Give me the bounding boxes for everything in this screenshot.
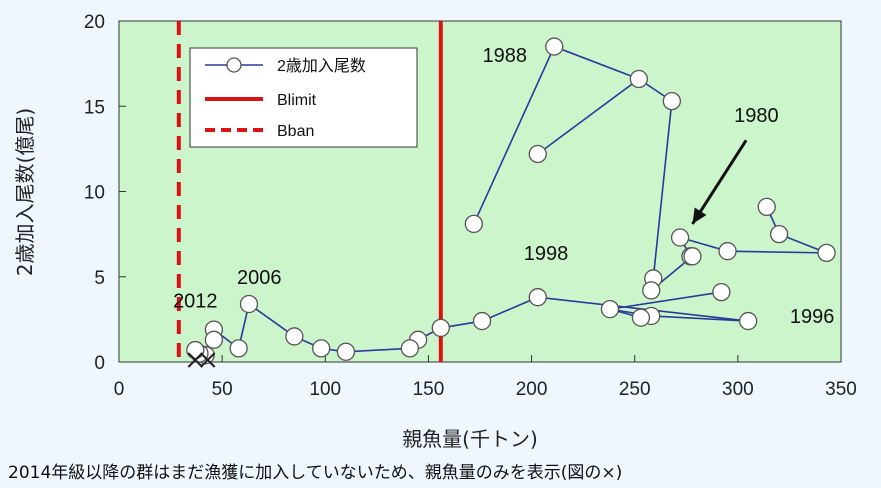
footnote: 2014年級以降の群はまだ漁獲に加入していないため、親魚量のみを表示(図の×) [8, 463, 623, 483]
data-point [431, 318, 450, 338]
data-point [336, 342, 356, 361]
data-point [229, 339, 248, 358]
data-point [739, 311, 758, 331]
x-axis: 0 50 100 150 200 250 300 350 [114, 355, 857, 400]
year-label: 1988 [483, 45, 528, 67]
data-point [629, 69, 648, 89]
y-tick-label: 10 [84, 183, 105, 204]
data-point [400, 339, 420, 358]
year-label: 1996 [790, 306, 835, 328]
data-point [545, 37, 564, 56]
year-label: 2012 [173, 291, 218, 313]
arrow-shaft [691, 139, 748, 225]
legend: 2歳加入尾数 Blimit Bban [189, 47, 418, 148]
year-label: 2006 [237, 267, 282, 289]
data-point [683, 247, 702, 266]
data-point [712, 282, 731, 302]
series-line [609, 291, 749, 322]
data-point [472, 311, 492, 331]
data-point [769, 224, 789, 244]
data-point [670, 228, 690, 247]
y-tick-label: 0 [94, 353, 105, 374]
x-tick-label: 350 [825, 379, 857, 400]
year-label: 1980 [734, 105, 779, 127]
x-mark [187, 352, 204, 368]
x-tick-label: 300 [722, 379, 754, 400]
series-line [537, 78, 640, 155]
legend-marker [226, 57, 242, 73]
reference-lines [176, 21, 443, 362]
annotation-arrow [691, 139, 748, 225]
x-tick-label: 250 [619, 379, 651, 400]
data-point [285, 327, 304, 346]
arrow-head [692, 207, 707, 224]
x-tick-label: 150 [413, 379, 445, 400]
data-point [464, 214, 483, 234]
data-point [642, 281, 661, 300]
y-axis-label: 2歳加入尾数(億尾) [13, 108, 37, 276]
series-points [186, 37, 836, 365]
x-marks [187, 352, 216, 368]
y-tick-label: 5 [94, 268, 105, 289]
data-point [757, 197, 776, 216]
legend-label: 2歳加入尾数 [277, 57, 366, 75]
x-mark [199, 352, 216, 368]
y-axis: 0 5 10 15 20 [84, 12, 126, 374]
y-tick-label: 20 [84, 12, 105, 33]
data-point [528, 144, 547, 164]
data-point [662, 91, 681, 111]
data-point [718, 242, 737, 261]
data-point [204, 330, 224, 349]
x-tick-label: 50 [212, 379, 233, 400]
legend-label: Bban [277, 123, 314, 140]
data-point [186, 340, 205, 360]
x-tick-label: 200 [516, 379, 548, 400]
legend-label: Blimit [277, 92, 317, 109]
y-tick-label: 15 [84, 97, 105, 118]
data-point [817, 243, 836, 263]
x-tick-label: 0 [114, 379, 125, 400]
x-tick-label: 100 [309, 379, 341, 400]
data-point [239, 294, 259, 314]
year-label: 1998 [524, 243, 569, 265]
data-point [631, 308, 651, 327]
annotations: 1988 1980 1998 1996 2006 2012 [173, 45, 834, 328]
data-point [600, 299, 620, 319]
data-point [528, 288, 547, 307]
x-axis-label: 親魚量(千トン) [402, 427, 538, 451]
data-point [312, 339, 331, 358]
